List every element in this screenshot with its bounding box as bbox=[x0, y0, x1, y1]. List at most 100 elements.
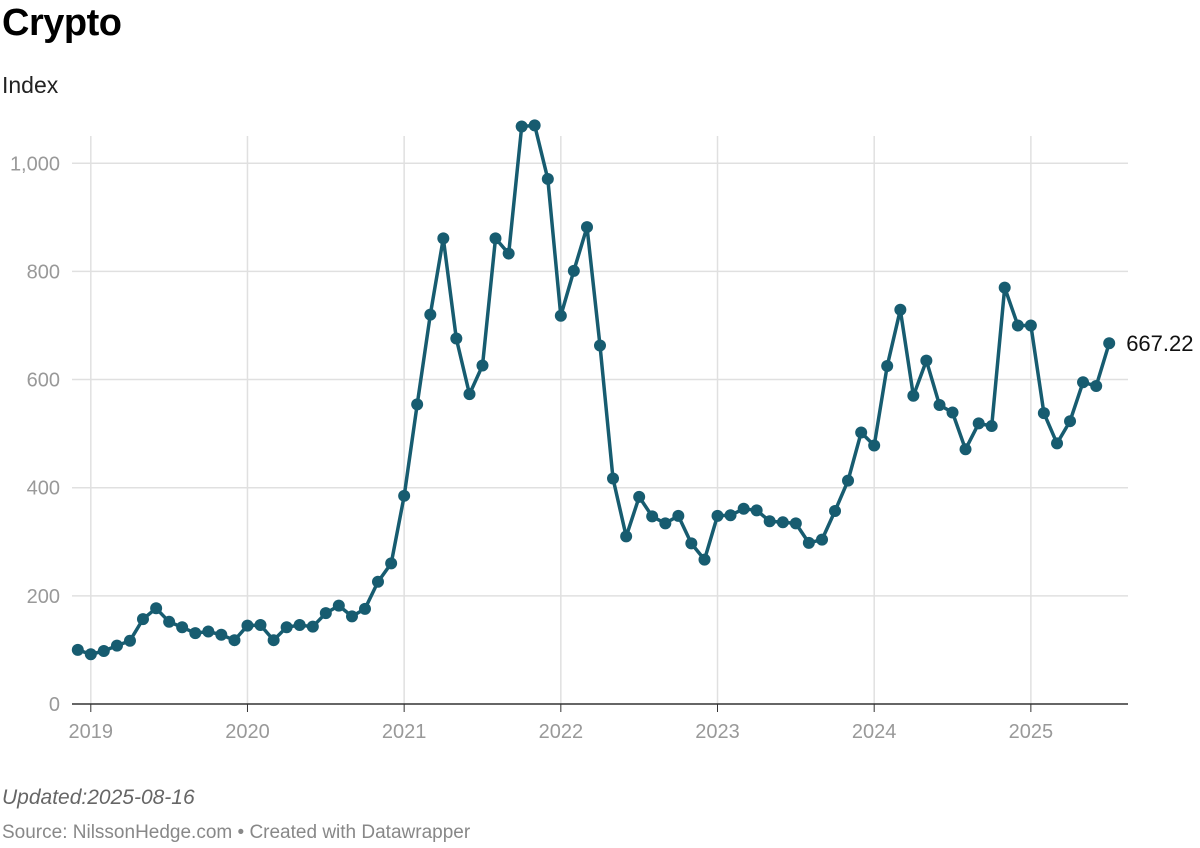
data-point bbox=[985, 420, 998, 433]
data-point bbox=[620, 530, 633, 543]
data-point bbox=[541, 172, 554, 185]
data-point bbox=[345, 610, 358, 623]
data-point bbox=[998, 281, 1011, 294]
data-point bbox=[411, 398, 424, 411]
end-value-label: 667.22 bbox=[1126, 331, 1193, 356]
data-point bbox=[97, 645, 110, 658]
data-point bbox=[802, 536, 815, 549]
data-point bbox=[476, 359, 489, 372]
data-point bbox=[515, 120, 528, 133]
data-point bbox=[894, 303, 907, 316]
y-tick-label: 200 bbox=[27, 586, 60, 608]
x-tick-label: 2019 bbox=[69, 721, 114, 743]
data-point bbox=[1103, 337, 1116, 350]
x-axis-ticks: 2019 2020 2021 2022 2023 2024 2025 bbox=[69, 704, 1054, 743]
data-point bbox=[1090, 380, 1103, 393]
data-point bbox=[855, 426, 868, 439]
data-point bbox=[698, 553, 711, 566]
data-point bbox=[920, 354, 933, 367]
x-tick-label: 2020 bbox=[225, 721, 270, 743]
data-point bbox=[71, 643, 84, 656]
y-tick-label: 1,000 bbox=[10, 153, 60, 175]
data-point bbox=[776, 516, 789, 529]
data-point bbox=[881, 360, 894, 373]
y-tick-label: 600 bbox=[27, 370, 60, 392]
data-point bbox=[972, 417, 985, 430]
y-tick-label: 400 bbox=[27, 478, 60, 500]
data-point bbox=[437, 232, 450, 245]
data-point bbox=[358, 602, 371, 615]
x-tick-label: 2021 bbox=[382, 721, 427, 743]
data-point bbox=[123, 634, 136, 647]
data-point bbox=[1037, 407, 1050, 420]
y-axis-ticks: 0 200 400 600 800 1,000 bbox=[10, 153, 60, 716]
data-point bbox=[398, 489, 411, 502]
data-point bbox=[842, 474, 855, 487]
data-point bbox=[724, 509, 737, 522]
data-point bbox=[829, 504, 842, 517]
data-point bbox=[737, 502, 750, 515]
data-point bbox=[946, 406, 959, 419]
data-point bbox=[385, 557, 398, 570]
data-point bbox=[607, 472, 620, 485]
data-point bbox=[1064, 415, 1077, 428]
data-point bbox=[215, 628, 228, 641]
updated-note: Updated:2025-08-16 bbox=[2, 786, 195, 809]
x-tick-label: 2024 bbox=[852, 721, 897, 743]
data-point bbox=[463, 388, 476, 401]
data-point bbox=[959, 443, 972, 456]
chart-subtitle: Index bbox=[2, 72, 59, 98]
data-point bbox=[489, 232, 502, 245]
series-line bbox=[77, 123, 1111, 657]
data-point bbox=[594, 339, 606, 352]
data-point bbox=[907, 389, 920, 402]
data-point bbox=[202, 625, 215, 638]
data-point bbox=[1051, 437, 1064, 450]
data-point bbox=[176, 621, 189, 634]
data-point bbox=[306, 620, 319, 633]
data-point bbox=[633, 490, 646, 503]
x-tick-label: 2025 bbox=[1009, 721, 1054, 743]
x-tick-label: 2022 bbox=[539, 721, 584, 743]
data-point bbox=[868, 439, 881, 452]
data-point bbox=[84, 648, 97, 661]
data-point bbox=[332, 599, 345, 612]
source-prefix: Source: bbox=[2, 822, 73, 843]
y-tick-label: 0 bbox=[49, 694, 60, 716]
data-point bbox=[750, 504, 763, 517]
source-suffix: • Created with Datawrapper bbox=[232, 822, 471, 843]
source-note: Source: NilssonHedge.com • Created with … bbox=[2, 822, 470, 844]
data-point bbox=[789, 517, 802, 530]
data-point bbox=[254, 619, 267, 632]
data-point bbox=[228, 634, 241, 647]
data-point bbox=[424, 308, 437, 321]
data-point bbox=[267, 634, 280, 647]
data-point bbox=[163, 615, 176, 628]
grid-lines bbox=[72, 136, 1128, 704]
data-point bbox=[580, 221, 593, 234]
data-point bbox=[711, 509, 724, 522]
data-point bbox=[659, 517, 672, 530]
data-point bbox=[280, 621, 293, 634]
data-point bbox=[933, 398, 946, 411]
data-point bbox=[150, 602, 163, 615]
x-tick-label: 2023 bbox=[695, 721, 740, 743]
data-point bbox=[110, 639, 123, 652]
data-point bbox=[1024, 319, 1037, 332]
data-point bbox=[646, 510, 659, 523]
data-point bbox=[685, 537, 698, 550]
data-point bbox=[136, 613, 149, 626]
data-point bbox=[241, 619, 254, 632]
data-point bbox=[816, 533, 829, 546]
data-point bbox=[293, 619, 306, 632]
data-points bbox=[71, 119, 1116, 661]
data-point bbox=[1011, 319, 1024, 332]
data-point bbox=[567, 264, 580, 277]
data-point bbox=[554, 309, 567, 322]
data-point bbox=[763, 515, 776, 528]
y-tick-label: 800 bbox=[27, 261, 60, 283]
data-point bbox=[189, 627, 202, 640]
data-point bbox=[672, 509, 685, 522]
source-link[interactable]: NilssonHedge.com bbox=[72, 822, 233, 843]
